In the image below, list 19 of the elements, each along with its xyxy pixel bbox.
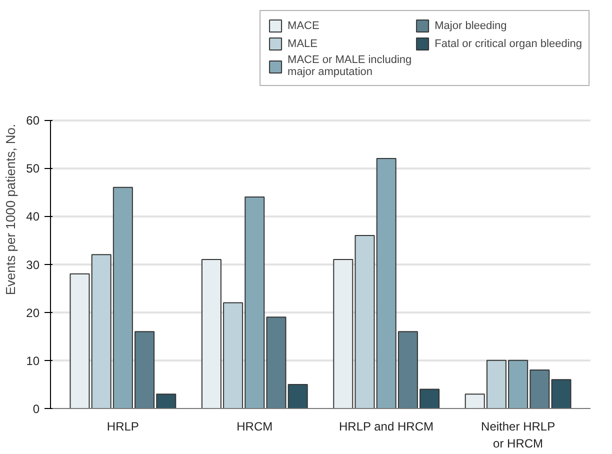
y-tick-label: 10	[26, 354, 40, 368]
y-tick-label: 60	[26, 114, 40, 128]
bar	[551, 379, 572, 408]
y-tick-label: 50	[26, 162, 40, 176]
legend-label: MACE or MALE including major amputation	[288, 54, 412, 78]
legend-label: MACE	[288, 18, 320, 33]
y-tick-label: 20	[26, 306, 40, 320]
legend-label: MALE	[288, 36, 318, 51]
x-tick-label: HRLP and HRCM	[339, 420, 434, 434]
legend-label: Major bleeding	[434, 18, 507, 33]
legend-label: Fatal or critical organ bleeding	[434, 36, 582, 51]
y-axis-title: Events per 1000 patients, No.	[3, 124, 18, 296]
bar	[70, 273, 90, 408]
x-tick-label: HRLP	[106, 420, 139, 434]
x-tick-label: HRCM	[236, 420, 273, 434]
y-tick-label: 30	[26, 258, 40, 272]
x-tick-label: Neither HRLP or HRCM	[481, 420, 556, 450]
y-tick-label: 0	[32, 402, 40, 416]
y-tick-label: 40	[26, 210, 40, 224]
